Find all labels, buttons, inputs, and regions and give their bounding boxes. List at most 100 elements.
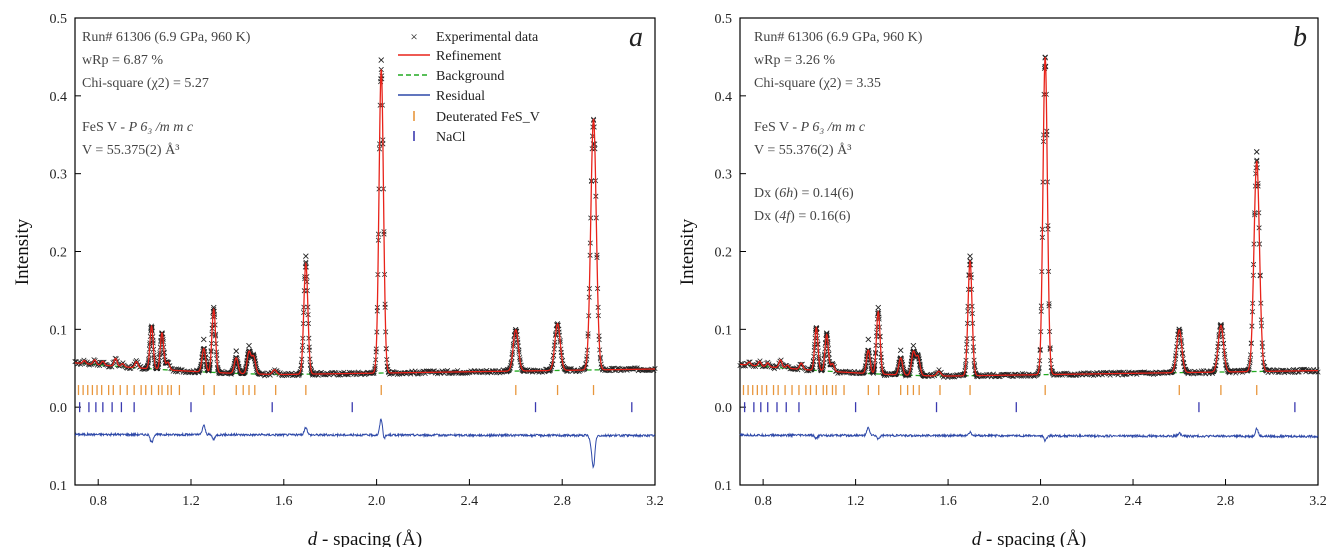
experimental-peak-top	[233, 348, 240, 354]
legend-item-fes-v: Deuterated FeS_V	[413, 110, 540, 125]
experimental-point	[1278, 367, 1284, 374]
experimental-peak-top	[303, 253, 309, 259]
experimental-peak-top	[865, 336, 872, 343]
panel-letter: b	[1293, 22, 1307, 53]
y-tick-label: 0.0	[50, 401, 68, 416]
legend-item-nacl: NaCl	[413, 130, 466, 145]
y-tick-label: 0.0	[715, 401, 733, 416]
x-tick-label: 1.6	[275, 494, 293, 509]
legend-label-background: Background	[436, 69, 504, 84]
nacl-tick-row	[743, 402, 1296, 413]
y-tick-label: 0.4	[715, 90, 733, 105]
x-axis-title: d - spacing (Å)	[972, 529, 1087, 547]
chi-annotation: Chi-square (χ2) = 5.27	[82, 76, 209, 91]
panel-letter: a	[629, 22, 643, 53]
experimental-point	[321, 372, 327, 378]
x-tick-label: 3.2	[646, 494, 664, 509]
x-tick-label: 2.0	[1032, 494, 1050, 509]
dx-4f-prefix: Dx (	[754, 209, 780, 224]
experimental-peak-top	[897, 347, 904, 354]
legend-label-residual: Residual	[436, 89, 485, 104]
phase-space-group: P 6₃ /m m c	[128, 120, 194, 135]
experimental-point	[1254, 157, 1260, 163]
legend-item-experimental: × Experimental data	[410, 29, 539, 45]
legend-label-refinement: Refinement	[436, 49, 501, 64]
experimental-peak-top	[378, 57, 385, 63]
y-tick-label: 0.5	[50, 12, 68, 27]
y-tick-label: 0.5	[715, 12, 733, 27]
x-tick-label: 2.0	[368, 494, 386, 509]
experimental-point	[1004, 371, 1010, 378]
legend-item-background: Background	[398, 69, 504, 84]
x-tick-label: 3.2	[1309, 494, 1327, 509]
dx-4f-annotation: Dx (4f) = 0.16(6)	[754, 209, 851, 224]
refinement-series	[739, 56, 1319, 377]
experimental-peak-top	[246, 342, 252, 349]
experimental-peak-top	[1253, 149, 1260, 155]
experimental-point	[303, 259, 309, 265]
legend: × Experimental data Refinement Backgroun…	[398, 29, 540, 145]
experimental-point	[1195, 370, 1201, 376]
x-axis-title-text: - spacing (Å)	[317, 529, 422, 547]
experimental-point	[1103, 370, 1109, 376]
panel-b: 0.8 1.2 1.6 2.0 2.4 2.8 3.2 0.5 0.4 0.3 0.2 0.1 0.0…	[677, 12, 1327, 547]
x-tick-label: 0.8	[754, 494, 772, 509]
experimental-point	[1284, 369, 1290, 375]
experimental-point	[775, 364, 781, 370]
experimental-point	[612, 367, 618, 373]
experimental-peak-top	[823, 330, 830, 337]
y-tick-label: 0.3	[50, 168, 68, 183]
x-tick-label: 1.2	[182, 494, 200, 509]
y-tick-group: 0.5 0.4 0.3 0.2 0.1 0.0 0.1	[50, 12, 81, 494]
x-tick-label: 2.8	[1217, 494, 1235, 509]
experimental-peak-top	[200, 336, 207, 343]
y-tick-label: 0.1	[50, 323, 68, 338]
panel-a: 0.8 1.2 1.6 2.0 2.4 2.8 3.2 0.5 0.4 0.3 0.2 0.1 0.0…	[12, 12, 664, 547]
dx-6h-prefix: Dx (	[754, 186, 780, 201]
run-annotation: Run# 61306 (6.9 GPa, 960 K)	[82, 30, 251, 45]
x-tick-label: 2.4	[1124, 494, 1142, 509]
x-axis-title-text: - spacing (Å)	[981, 529, 1086, 547]
annotation-block: Run# 61306 (6.9 GPa, 960 K) wRp = 3.26 %…	[754, 30, 923, 224]
y-tick-label: 0.4	[50, 90, 68, 105]
y-tick-label: 0.1	[50, 479, 68, 494]
dx-6h-annotation: Dx (6h) = 0.14(6)	[754, 186, 854, 201]
x-tick-label: 2.4	[461, 494, 479, 509]
y-tick-label: 0.3	[715, 168, 733, 183]
dx-6h-value: ) = 0.14(6)	[793, 186, 854, 201]
volume-annotation: V = 55.376(2) Å³	[754, 142, 851, 158]
x-axis-title: d - spacing (Å)	[308, 529, 423, 547]
wrp-annotation: wRp = 6.87 %	[82, 53, 163, 68]
x-axis-title-symbol: d	[972, 529, 982, 547]
legend-label-fes-v: Deuterated FeS_V	[436, 110, 540, 125]
residual-series	[739, 426, 1319, 443]
experimental-point	[90, 360, 96, 367]
fes-v-tick-row	[77, 385, 595, 396]
x-tick-group: 0.8 1.2 1.6 2.0 2.4 2.8 3.2	[89, 479, 664, 509]
x-tick-label: 1.2	[847, 494, 865, 509]
dx-6h-site: 6h	[779, 186, 793, 201]
phase-prefix: FeS V -	[754, 120, 801, 135]
phase-prefix: FeS V -	[82, 120, 129, 135]
x-tick-label: 1.6	[939, 494, 957, 509]
nacl-tick-row	[78, 402, 633, 413]
y-tick-label: 0.1	[715, 323, 733, 338]
refinement-series	[74, 69, 655, 376]
legend-marker-experimental: ×	[410, 29, 417, 44]
phase-annotation: FeS V - P 6₃ /m m c	[82, 120, 194, 135]
x-tick-label: 2.8	[553, 494, 571, 509]
experimental-point	[795, 367, 801, 373]
experimental-data-series	[72, 57, 658, 379]
phase-annotation: FeS V - P 6₃ /m m c	[754, 120, 866, 135]
x-tick-group: 0.8 1.2 1.6 2.0 2.4 2.8 3.2	[754, 479, 1327, 509]
phase-space-group: P 6₃ /m m c	[800, 120, 866, 135]
annotation-block: Run# 61306 (6.9 GPa, 960 K) wRp = 6.87 %…	[82, 30, 251, 158]
legend-label-nacl: NaCl	[436, 130, 466, 145]
y-axis-title: Intensity	[12, 218, 33, 285]
series-group	[737, 54, 1321, 443]
legend-label-experimental: Experimental data	[436, 30, 539, 45]
x-axis-title-symbol: d	[308, 529, 318, 547]
y-tick-label: 0.2	[715, 246, 733, 261]
experimental-peak-top	[210, 304, 217, 311]
fes-v-tick-row	[742, 385, 1258, 396]
